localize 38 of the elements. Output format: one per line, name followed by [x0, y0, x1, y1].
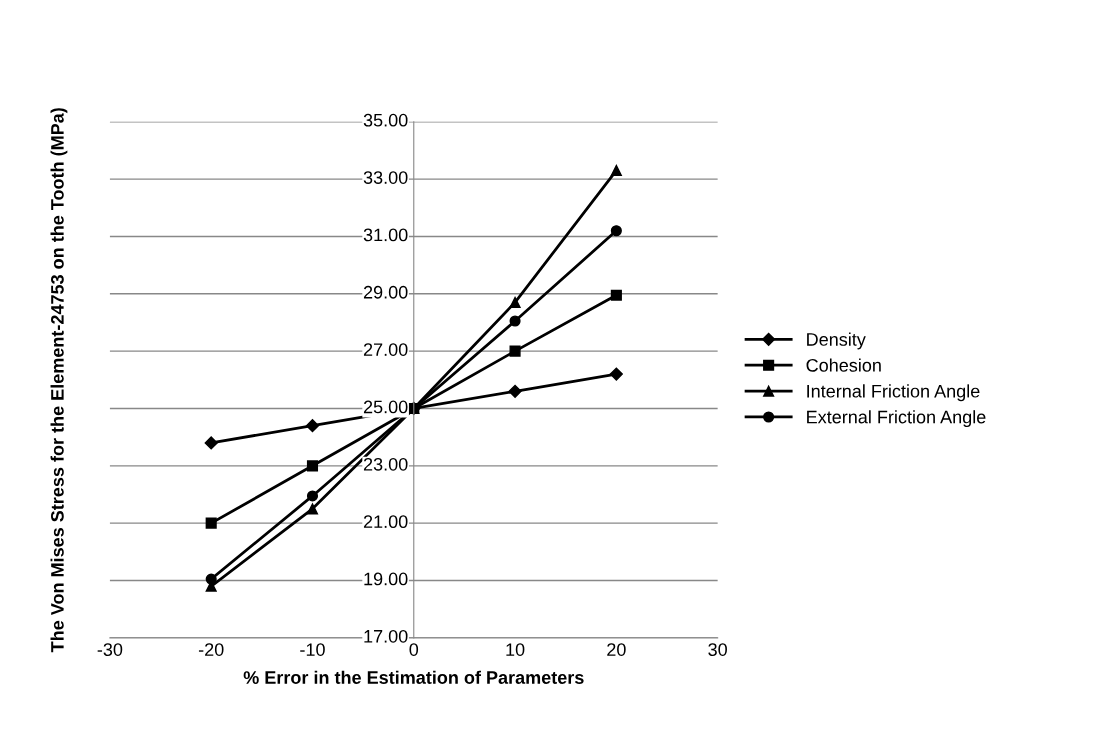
y-tick-label: 27.00: [363, 343, 408, 356]
point: [509, 315, 521, 327]
y-tick-label: 31.00: [363, 228, 408, 242]
point: [205, 573, 217, 585]
y-tick-label: 25.00: [363, 400, 408, 414]
point: [204, 436, 218, 450]
y-tick-label: 17.00: [364, 629, 408, 643]
x-tick-label: 10: [506, 643, 525, 656]
x-tick-label: -20: [198, 643, 224, 656]
point: [305, 419, 320, 433]
legend-label: Cohesion: [806, 358, 881, 372]
point: [610, 164, 622, 177]
y-tick-label: 29.00: [363, 285, 408, 299]
legend-label: Internal Friction Angle: [807, 384, 980, 402]
point: [610, 289, 622, 301]
legend-label: Density: [807, 332, 866, 350]
y-tick-label: 23.00: [363, 457, 408, 471]
point: [205, 517, 217, 529]
point: [508, 384, 522, 398]
point: [610, 225, 622, 237]
y-tick-label: 21.00: [363, 515, 408, 529]
x-tick-label: -30: [97, 643, 123, 656]
y-tick-label: 35.00: [363, 113, 408, 127]
point: [509, 296, 521, 308]
x-tick-label: 0: [409, 643, 419, 656]
point: [306, 460, 319, 472]
x-tick-label: 30: [708, 643, 727, 656]
y-tick-label: 19.00: [364, 572, 408, 586]
legend-label: External Friction Angle: [807, 410, 986, 428]
x-tick-label: 20: [607, 643, 626, 656]
y-tick-label: 33.00: [363, 171, 408, 184]
point: [306, 503, 319, 515]
point: [609, 367, 623, 381]
x-axis-title: % Error in the Estimation of Parameters: [243, 670, 584, 684]
point: [306, 490, 319, 502]
y-axis-title: The Von Mises Stress for the Element-24753 on the Tooth (MPa): [50, 108, 68, 653]
x-tick-label: -10: [300, 643, 325, 656]
point: [509, 345, 521, 357]
